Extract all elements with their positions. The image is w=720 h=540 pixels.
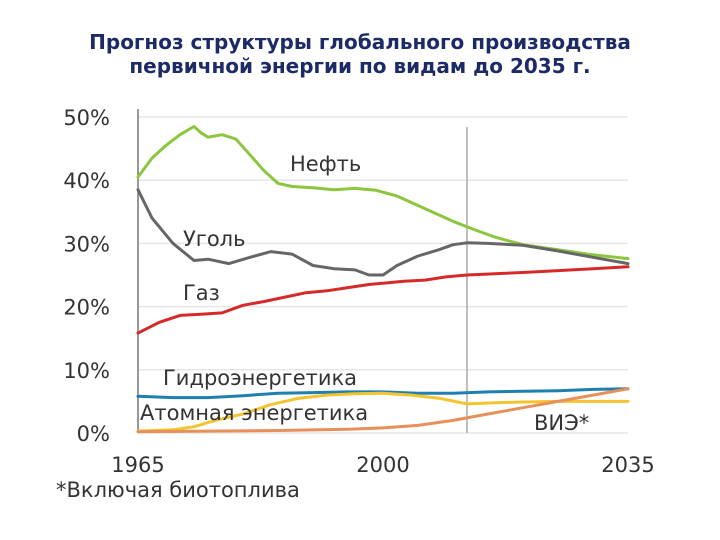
chart-title: Прогноз структуры глобального производст… xyxy=(0,30,720,78)
x-tick-label-0: 1965 xyxy=(111,453,164,477)
series-line-5 xyxy=(136,387,630,434)
x-tick-label-1: 2000 xyxy=(356,453,409,477)
series-line-1 xyxy=(136,188,630,277)
series-labels: Нефть Уголь Газ Гидроэнергетика Атомная … xyxy=(140,152,589,435)
y-tick-label-4: 40% xyxy=(63,169,110,193)
series-line-0 xyxy=(136,125,630,261)
series-line-2 xyxy=(136,265,630,335)
footnote: *Включая биотоплива xyxy=(56,478,300,502)
series-label-gas: Газ xyxy=(183,281,220,305)
series-label-hydro: Гидроэнергетика xyxy=(163,366,357,390)
series-label-nuclear: Атомная энергетика xyxy=(140,401,368,425)
y-tick-label-0: 0% xyxy=(77,422,110,446)
series-lines xyxy=(136,125,630,434)
series-label-coal: Уголь xyxy=(183,227,245,251)
y-tick-label-5: 50% xyxy=(63,106,110,130)
series-label-oil: Нефть xyxy=(290,152,361,176)
grid xyxy=(138,116,628,434)
y-tick-label-3: 30% xyxy=(63,232,110,256)
series-label-renewables: ВИЭ* xyxy=(534,411,589,435)
y-tick-labels: 0% 10% 20% 30% 40% 50% xyxy=(63,106,110,446)
x-tick-label-2: 2035 xyxy=(601,453,654,477)
chart-title-line-1: Прогноз структуры глобального производст… xyxy=(89,30,631,54)
y-tick-label-2: 20% xyxy=(63,296,110,320)
chart-title-line-2: первичной энергии по видам до 2035 г. xyxy=(129,54,591,78)
series-line-4 xyxy=(136,391,630,433)
y-tick-label-1: 10% xyxy=(63,359,110,383)
x-tick-labels: 1965 2000 2035 xyxy=(111,453,654,477)
